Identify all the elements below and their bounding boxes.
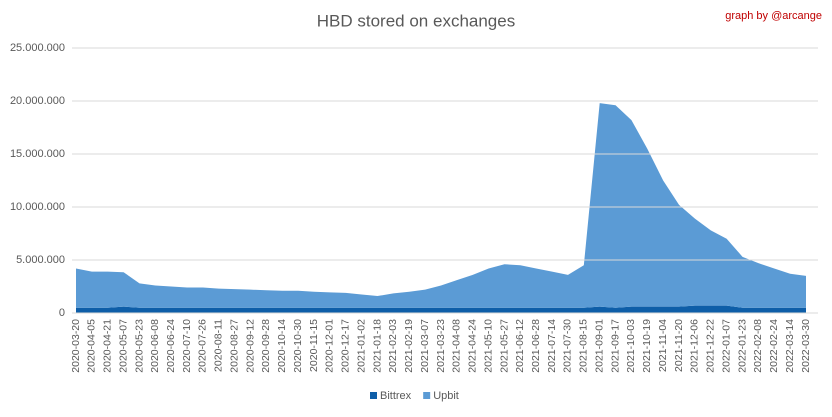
x-tick-label: 2021-09-01 [593, 319, 605, 373]
x-tick-label: 2021-05-10 [482, 319, 494, 373]
x-tick-label: 2021-03-07 [419, 319, 431, 373]
x-tick-label: 2021-05-27 [498, 319, 510, 373]
y-tick-label: 10.000.000 [10, 201, 65, 213]
x-tick-label: 2020-10-14 [276, 319, 288, 373]
x-tick-label: 2022-02-24 [768, 319, 780, 373]
x-tick-label: 2022-02-08 [752, 319, 764, 373]
x-tick-label: 2020-07-10 [181, 319, 193, 373]
x-tick-label: 2021-07-30 [562, 319, 574, 373]
x-tick-label: 2022-01-07 [720, 319, 732, 373]
x-tick-label: 2021-08-15 [578, 319, 590, 373]
x-tick-label: 2021-06-28 [530, 319, 542, 373]
annotation: graph by @arcange [725, 10, 822, 22]
x-tick-label: 2020-06-08 [149, 319, 161, 373]
x-tick-label: 2020-04-21 [102, 319, 114, 373]
x-tick-label: 2020-12-17 [340, 319, 352, 373]
y-tick-label: 5.000.000 [16, 254, 65, 266]
x-tick-label: 2021-06-12 [514, 319, 526, 373]
x-tick-label: 2020-08-27 [228, 319, 240, 373]
x-tick-label: 2021-03-23 [435, 319, 447, 373]
x-tick-label: 2021-10-19 [641, 319, 653, 373]
x-tick-label: 2020-08-11 [213, 319, 225, 372]
x-tick-label: 2021-04-08 [451, 319, 463, 373]
x-tick-label: 2020-10-30 [292, 319, 304, 373]
area [76, 305, 806, 313]
x-tick-label: 2020-12-01 [324, 319, 336, 373]
x-tick-label: 2020-11-15 [308, 319, 320, 372]
chart-title: HBD stored on exchanges [317, 11, 515, 30]
x-tick-label: 2022-03-30 [800, 319, 812, 373]
x-tick-label: 2021-01-02 [355, 319, 367, 373]
x-tick-label: 2021-07-14 [546, 319, 558, 373]
x-tick-label: 2021-10-03 [625, 319, 637, 373]
x-tick-label: 2021-11-20 [673, 319, 685, 372]
legend-label: Bittrex [380, 390, 412, 402]
y-tick-label: 25.000.000 [10, 42, 65, 54]
x-tick-label: 2020-03-20 [70, 319, 82, 373]
y-tick-label: 0 [59, 307, 65, 319]
legend-label: Upbit [433, 390, 459, 402]
x-tick-label: 2022-03-14 [784, 319, 796, 373]
x-tick-label: 2020-05-23 [133, 319, 145, 373]
legend-swatch [370, 392, 377, 399]
x-tick-label: 2021-11-04 [657, 319, 669, 372]
y-tick-label: 15.000.000 [10, 148, 65, 160]
x-tick-label: 2021-02-03 [387, 319, 399, 373]
legend-swatch [423, 392, 431, 399]
x-tick-label: 2021-04-24 [467, 319, 479, 373]
x-tick-label: 2021-01-18 [371, 319, 383, 373]
x-tick-label: 2020-09-12 [244, 319, 256, 373]
x-tick-label: 2021-12-06 [689, 319, 701, 373]
x-tick-label: 2020-04-05 [86, 319, 98, 373]
x-tick-label: 2021-09-17 [609, 319, 621, 373]
x-tick-label: 2021-02-19 [403, 319, 415, 373]
x-tick-label: 2020-05-07 [117, 319, 129, 373]
x-tick-label: 2021-12-22 [705, 319, 717, 373]
x-tick-label: 2020-09-28 [260, 319, 272, 373]
x-tick-label: 2020-06-24 [165, 319, 177, 373]
x-tick-label: 2020-07-26 [197, 319, 209, 373]
y-tick-label: 20.000.000 [10, 95, 65, 107]
x-tick-label: 2022-01-23 [736, 319, 748, 373]
